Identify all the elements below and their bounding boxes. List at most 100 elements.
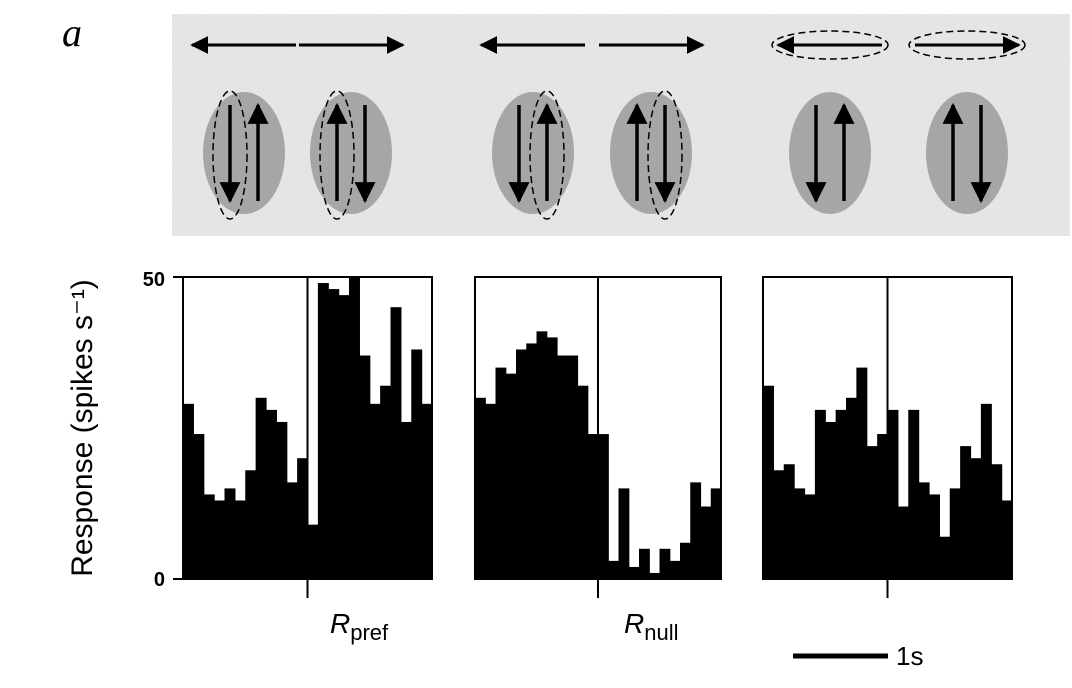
histogram-frame bbox=[762, 276, 1013, 580]
histogram-bar bbox=[866, 446, 878, 579]
y-axis-label: Response (spikes s⁻¹) bbox=[66, 279, 99, 577]
dashed-outline-icon bbox=[212, 90, 248, 220]
condition-label-pref-sub: pref bbox=[350, 620, 389, 645]
histogram-panel-3 bbox=[762, 276, 1013, 598]
histogram-bar bbox=[369, 403, 381, 579]
histogram-bar bbox=[526, 343, 538, 579]
histogram-frame bbox=[474, 276, 722, 580]
histogram-bar bbox=[929, 494, 940, 579]
histogram-bar bbox=[783, 464, 795, 579]
stimulus-icons bbox=[190, 30, 1026, 220]
histogram-bar bbox=[628, 566, 640, 579]
histogram-bar bbox=[485, 403, 497, 579]
histogram-bar bbox=[203, 494, 215, 579]
aperture-icon bbox=[492, 92, 574, 214]
histogram-bar bbox=[328, 289, 340, 579]
stimulus-icon-5 bbox=[771, 30, 889, 214]
aperture-icon bbox=[310, 92, 392, 214]
stimulus-icon-3 bbox=[479, 36, 585, 220]
histogram-bar bbox=[608, 560, 620, 579]
dashed-outline-icon bbox=[647, 90, 683, 220]
histogram-bar bbox=[659, 548, 671, 579]
histogram-bar bbox=[598, 434, 609, 579]
y-tick-label-50: 50 bbox=[143, 269, 165, 291]
dashed-outline-icon bbox=[319, 90, 355, 220]
stimulus-icon-4 bbox=[599, 36, 705, 220]
histogram-bar bbox=[897, 506, 909, 579]
histogram-bar bbox=[649, 572, 661, 579]
histogram-bar bbox=[618, 488, 630, 579]
histogram-bar bbox=[276, 421, 288, 579]
histogram-bar bbox=[266, 409, 277, 579]
stimulus-icon-6 bbox=[908, 30, 1026, 214]
y-axis: 50 0 bbox=[143, 269, 165, 591]
dashed-outline-icon bbox=[908, 30, 1026, 60]
histogram-bar bbox=[557, 355, 568, 579]
histogram-bar bbox=[307, 524, 319, 579]
dashed-outline-icon bbox=[771, 30, 889, 60]
histogram-bar bbox=[773, 470, 785, 579]
histogram-bar bbox=[804, 494, 816, 579]
histogram-bar bbox=[475, 397, 486, 579]
time-scale-bar: 1s bbox=[793, 641, 923, 671]
condition-label-pref: Rpref bbox=[330, 608, 389, 645]
histogram-bar bbox=[349, 277, 360, 579]
histogram-bar bbox=[495, 367, 507, 579]
histogram-bar bbox=[577, 385, 589, 579]
histogram-bar bbox=[918, 482, 930, 579]
histogram-bar bbox=[908, 409, 920, 579]
histogram-bar bbox=[359, 355, 371, 579]
histogram-bar bbox=[991, 464, 1003, 579]
condition-label-pref-main: R bbox=[330, 608, 350, 639]
histogram-bar bbox=[949, 488, 961, 579]
histogram-bar bbox=[877, 434, 889, 579]
histogram-bar bbox=[887, 409, 899, 579]
histogram-bar bbox=[669, 560, 681, 579]
histogram-bar bbox=[546, 337, 558, 579]
histogram-bar bbox=[960, 446, 972, 579]
aperture-icon bbox=[610, 92, 692, 214]
histogram-bar bbox=[856, 367, 868, 579]
histogram-bar bbox=[224, 488, 236, 579]
histogram-bar bbox=[680, 542, 691, 579]
histogram-bar bbox=[939, 536, 951, 579]
stimulus-icon-1 bbox=[190, 36, 296, 220]
histogram-bar bbox=[536, 331, 548, 579]
panel-letter: a bbox=[62, 10, 82, 55]
histogram-bar bbox=[700, 506, 712, 579]
histogram-bar bbox=[421, 403, 433, 579]
histogram-bar bbox=[763, 385, 774, 579]
aperture-icon bbox=[926, 92, 1008, 214]
histogram-bar bbox=[400, 421, 412, 579]
histogram-bar bbox=[846, 397, 857, 579]
histogram-panel-1 bbox=[182, 276, 433, 598]
condition-label-null: Rnull bbox=[624, 608, 678, 645]
histogram-bar bbox=[516, 349, 527, 579]
histogram-bar bbox=[587, 434, 599, 579]
histogram-panels bbox=[173, 276, 1013, 598]
histogram-bar bbox=[255, 397, 267, 579]
histogram-panel-2 bbox=[474, 276, 722, 598]
condition-label-null-main: R bbox=[624, 608, 644, 639]
scale-bar-label: 1s bbox=[896, 641, 923, 671]
histogram-bar bbox=[1001, 500, 1013, 579]
histogram-bar bbox=[980, 403, 992, 579]
histogram-bar bbox=[193, 434, 205, 579]
histogram-bar bbox=[970, 458, 982, 579]
histogram-bar bbox=[286, 482, 298, 579]
histogram-bar bbox=[794, 488, 806, 579]
histogram-bar bbox=[814, 409, 826, 579]
histogram-bar bbox=[183, 403, 194, 579]
histogram-frame bbox=[182, 276, 433, 580]
histogram-bar bbox=[825, 421, 837, 579]
histogram-bar bbox=[234, 500, 246, 579]
condition-label-null-sub: null bbox=[644, 620, 678, 645]
stimulus-icon-2 bbox=[299, 36, 405, 220]
histogram-bar bbox=[710, 488, 722, 579]
histogram-bar bbox=[639, 548, 650, 579]
stimulus-strip bbox=[172, 14, 1070, 236]
histogram-bar bbox=[245, 470, 257, 579]
histogram-bar bbox=[297, 458, 309, 579]
histogram-bar bbox=[690, 482, 702, 579]
